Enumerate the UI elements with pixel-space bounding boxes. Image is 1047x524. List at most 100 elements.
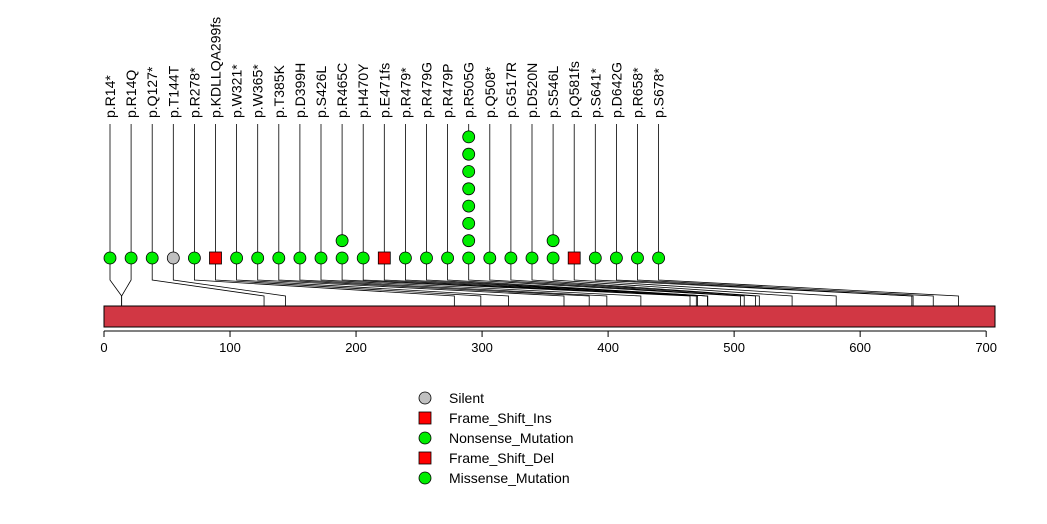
mutation-head-circle: [335, 234, 349, 248]
mutation-head-circle: [462, 234, 476, 248]
mutation-label: p.D399H: [292, 63, 308, 118]
x-tick-label: 500: [723, 340, 745, 355]
mutation-head-circle: [546, 251, 560, 265]
mutation-head-circle: [462, 130, 476, 144]
mutation-label: p.T385K: [271, 64, 287, 118]
connector-line: [510, 258, 756, 306]
connector-line: [383, 258, 698, 306]
mutation-head-circle: [462, 216, 476, 230]
mutation-label: p.R479*: [397, 67, 413, 118]
mutation-head-circle: [251, 251, 265, 265]
connector-line: [447, 258, 709, 306]
x-tick-label: 600: [849, 340, 871, 355]
connector-line: [278, 258, 590, 306]
mutation-label: p.R465C: [334, 63, 350, 118]
connector-line: [531, 258, 760, 306]
connector-line: [320, 258, 642, 306]
mutation-label: p.KDLLQA299fs: [208, 17, 224, 118]
mutation-head-circle: [525, 251, 539, 265]
mutation-head-circle: [187, 251, 201, 265]
mutation-label: p.W365*: [250, 64, 266, 118]
mutation-head-circle: [124, 251, 138, 265]
x-tick-label: 100: [219, 340, 241, 355]
mutation-head-circle: [546, 234, 560, 248]
legend-label: Missense_Mutation: [449, 470, 570, 486]
mutation-head-circle: [272, 251, 286, 265]
mutation-head-circle: [483, 251, 497, 265]
connector-line: [215, 258, 482, 306]
x-tick-label: 300: [471, 340, 493, 355]
mutation-head-circle: [103, 251, 117, 265]
mutation-head-circle: [420, 251, 433, 265]
mutation-head-circle: [610, 251, 623, 265]
connector-line: [362, 258, 697, 306]
connector-line: [658, 258, 959, 306]
mutation-head-square: [209, 251, 222, 265]
connector-line: [109, 258, 123, 306]
mutation-head-circle: [462, 199, 476, 213]
mutation-head-circle: [356, 251, 370, 265]
mutation-label: p.T144T: [165, 65, 181, 118]
mutation-label: p.D520N: [524, 63, 540, 118]
mutation-label: p.Q127*: [144, 66, 160, 118]
mutation-head-circle: [462, 251, 476, 265]
mutation-head-circle: [652, 251, 665, 265]
mutation-label: p.S546L: [545, 66, 561, 118]
connector-line: [594, 258, 913, 306]
x-tick-label: 0: [100, 340, 107, 355]
mutation-head-circle: [588, 251, 602, 265]
mutation-label: p.Q508*: [482, 66, 498, 118]
legend: Silent Frame_Shift_Ins Nonsense_Mutation Fr…: [418, 390, 574, 486]
mutation-label: p.D642G: [608, 62, 624, 118]
lollipop-stems: [109, 124, 659, 258]
mutation-label: p.R479G: [419, 62, 435, 118]
mutation-label: p.R14Q: [123, 70, 139, 118]
mutation-head-circle: [441, 251, 455, 265]
mutation-label: p.R505G: [461, 62, 477, 118]
legend-label: Frame_Shift_Del: [449, 450, 554, 466]
mutation-head-square: [567, 251, 581, 265]
mutation-label: p.S678*: [651, 68, 667, 118]
mutation-head-circle: [462, 182, 476, 196]
x-axis: 0 100 200 300 400 500 600 700: [100, 330, 997, 355]
mutation-head-circle: [462, 147, 476, 161]
mutation-head-circle: [504, 251, 518, 265]
mutation-head-circle: [293, 251, 307, 265]
mutation-head-circle: [398, 251, 412, 265]
mutation-label: p.W321*: [229, 64, 245, 118]
mutation-head-square: [377, 251, 391, 265]
mutation-label: p.R658*: [630, 67, 646, 118]
mutation-labels: p.R14* p.R14Q p.Q127* p.T144T p.R278* p.KDLLQ…: [102, 17, 667, 118]
legend-swatch-square: [418, 451, 432, 465]
legend-swatch-square: [418, 411, 432, 425]
lollipop-heads: [103, 130, 665, 265]
connector-line: [468, 258, 741, 306]
connector-line: [172, 258, 286, 306]
mutation-label: p.E471fs: [376, 63, 392, 118]
connector-line: [121, 258, 132, 306]
x-tick-label: 700: [975, 340, 997, 355]
mutation-label: p.R14*: [102, 75, 118, 118]
connector-line: [552, 258, 793, 306]
connector-line: [341, 258, 691, 306]
connector-line: [236, 258, 509, 306]
protein-bar-group: [103, 305, 996, 328]
connector-line: [257, 258, 565, 306]
mutation-label: p.G517R: [503, 62, 519, 118]
legend-swatch-circle: [418, 391, 432, 405]
legend-swatch-circle: [418, 471, 432, 485]
connector-line: [573, 258, 837, 306]
connector-line: [489, 258, 745, 306]
connector-lines: [109, 258, 959, 306]
legend-swatch-circle: [418, 431, 432, 445]
mutation-head-circle: [145, 251, 159, 265]
mutation-head-circle: [631, 251, 644, 265]
mutation-label: p.R479P: [440, 64, 456, 118]
legend-label: Frame_Shift_Ins: [449, 410, 552, 426]
connector-line: [193, 258, 455, 306]
mutation-head-circle: [166, 251, 180, 265]
mutation-label: p.S641*: [587, 68, 603, 118]
mutation-head-circle: [314, 251, 328, 265]
mutation-label: p.S426L: [313, 66, 329, 118]
